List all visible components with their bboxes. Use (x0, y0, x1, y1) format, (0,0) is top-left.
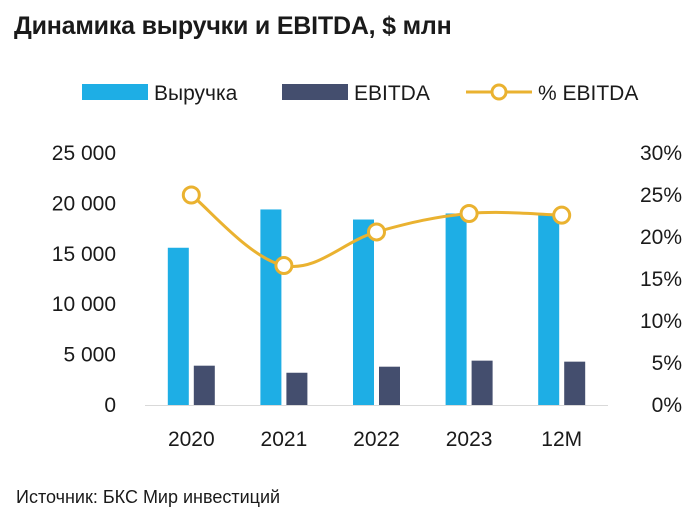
source-note: Источник: БКС Мир инвестиций (16, 487, 281, 507)
legend-swatch-revenue (82, 84, 148, 100)
y-left-tick-label: 10 000 (52, 293, 116, 316)
bar-revenue (260, 209, 282, 405)
margin-point (274, 256, 294, 276)
x-tick-label: 2022 (353, 428, 400, 451)
y-left-tick-label: 5 000 (63, 344, 116, 367)
y-right-tick-label: 25% (640, 184, 682, 207)
margin-point (181, 185, 201, 205)
x-tick-label: 2020 (168, 428, 215, 451)
legend-swatch-ebitda (282, 84, 348, 100)
chart: Выручка EBITDA % EBITDA 0 5 000 10 000 15 0… (52, 82, 682, 451)
bars (167, 209, 586, 405)
legend-label-margin: % EBITDA (538, 82, 638, 105)
bar-revenue (353, 219, 374, 405)
chart-title: Динамика выручки и EBITDA, $ млн (14, 12, 452, 40)
margin-point (367, 222, 386, 242)
legend-label-ebitda: EBITDA (354, 82, 430, 105)
y-right-tick-label: 0% (652, 394, 682, 417)
bar-ebitda (471, 360, 493, 405)
y-left-tick-label: 0 (104, 394, 116, 417)
y-left-tick-label: 25 000 (52, 142, 116, 165)
margin-line (181, 185, 572, 276)
y-right-tick-label: 20% (640, 226, 682, 249)
y-right-tick-label: 30% (640, 142, 682, 165)
bar-ebitda (286, 372, 308, 405)
margin-point (552, 205, 572, 225)
y-left-tick-label: 15 000 (52, 243, 116, 266)
bar-revenue (538, 213, 560, 405)
x-tick-label: 12M (541, 428, 582, 451)
bar-revenue (445, 213, 467, 405)
x-tick-label: 2023 (446, 428, 493, 451)
y-left-tick-label: 20 000 (52, 192, 116, 215)
y-right-tick-label: 15% (640, 268, 682, 291)
legend-label-revenue: Выручка (154, 82, 238, 105)
bar-ebitda (564, 361, 586, 405)
bar-revenue (167, 247, 189, 405)
y-right-tick-label: 10% (640, 310, 682, 333)
bar-ebitda (193, 365, 215, 405)
y-right-tick-label: 5% (652, 352, 682, 375)
x-tick-label: 2021 (261, 428, 308, 451)
margin-point (459, 203, 479, 223)
bar-ebitda (379, 366, 400, 405)
axes: 0 5 000 10 000 15 000 20 000 25 000 0% 5% 10% 15%… (52, 142, 682, 451)
legend-marker-margin (490, 83, 508, 101)
legend: Выручка EBITDA % EBITDA (82, 82, 638, 105)
